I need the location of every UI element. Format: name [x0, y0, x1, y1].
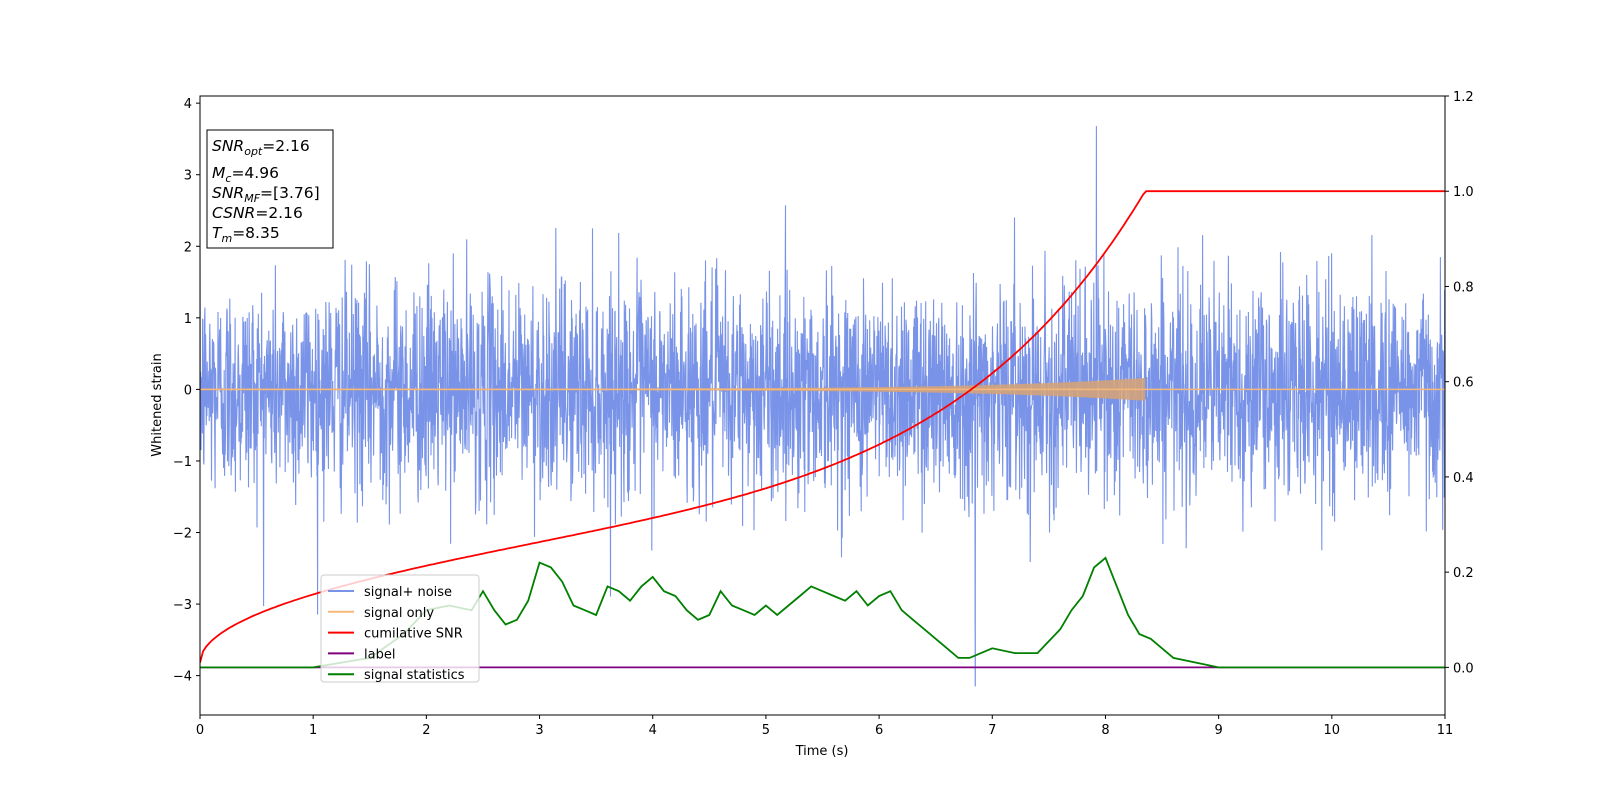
- y-tick-label: 3: [184, 169, 192, 184]
- y-tick-label: 4: [184, 97, 192, 112]
- x-tick-label: 5: [762, 723, 770, 738]
- legend-label: signal only: [364, 606, 434, 621]
- x-tick-label: 2: [422, 723, 430, 738]
- y-tick-label: −3: [173, 598, 192, 613]
- y-tick-label: −1: [173, 455, 192, 470]
- y-tick-label: 0: [184, 383, 192, 398]
- info-snr-mf: SNRMF=[3.76]: [212, 184, 320, 205]
- y2-tick-label: 0.6: [1453, 376, 1474, 391]
- x-tick-label: 10: [1324, 723, 1341, 738]
- x-axis-label: Time (s): [795, 744, 849, 759]
- y-tick-label: −2: [173, 527, 192, 542]
- y-axis-label: Whitened strain: [150, 353, 165, 456]
- y-tick-label: 1: [184, 312, 192, 327]
- x-tick-label: 9: [1214, 723, 1222, 738]
- y-axis-ticks: 4 3 2 1 0 −1 −2 −3 −4: [173, 97, 200, 685]
- y-tick-label: −4: [173, 670, 192, 685]
- series-signal-statistics: [200, 556, 1445, 669]
- y2-axis-ticks: 1.2 1.0 0.8 0.6 0.4 0.2 0.0: [1445, 90, 1474, 676]
- info-snr-opt: SNRopt=2.16: [212, 137, 310, 158]
- info-tm: Tm=8.35: [212, 224, 280, 245]
- x-tick-label: 7: [988, 723, 996, 738]
- x-tick-label: 0: [196, 723, 204, 738]
- legend-label: signal+ noise: [364, 585, 452, 600]
- y2-tick-label: 1.0: [1453, 185, 1474, 200]
- x-tick-label: 1: [309, 723, 317, 738]
- x-tick-label: 4: [649, 723, 657, 738]
- x-tick-label: 3: [535, 723, 543, 738]
- x-tick-label: 8: [1101, 723, 1109, 738]
- y2-tick-label: 0.8: [1453, 280, 1474, 295]
- info-mc: Mc=4.96: [212, 164, 279, 185]
- info-csnr: CSNR=2.16: [212, 204, 303, 222]
- y2-tick-label: 0.4: [1453, 471, 1474, 486]
- series-signal-noise: [200, 126, 1445, 687]
- y-tick-label: 2: [184, 240, 192, 255]
- y2-tick-label: 0.2: [1453, 566, 1474, 581]
- legend-frame: [320, 574, 480, 683]
- info-box: SNRopt=2.16 Mc=4.96 SNRMF=[3.76] CSNR=2.…: [206, 129, 334, 249]
- info-box-frame: [206, 129, 334, 249]
- x-tick-label: 11: [1437, 723, 1454, 738]
- y2-tick-label: 0.0: [1453, 661, 1474, 676]
- legend-label: label: [364, 647, 395, 662]
- x-tick-label: 6: [875, 723, 883, 738]
- series-cumulative-snr: [200, 190, 1445, 663]
- legend: signal+ noise signal only cumilative SNR la…: [320, 574, 480, 683]
- legend-label: signal statistics: [364, 668, 465, 683]
- plot-frame: [199, 95, 1446, 716]
- x-axis-ticks: 0 1 2 3 4 5 6 7 8 9 10 11: [196, 715, 1453, 738]
- y2-tick-label: 1.2: [1453, 90, 1474, 105]
- legend-label: cumilative SNR: [364, 627, 463, 642]
